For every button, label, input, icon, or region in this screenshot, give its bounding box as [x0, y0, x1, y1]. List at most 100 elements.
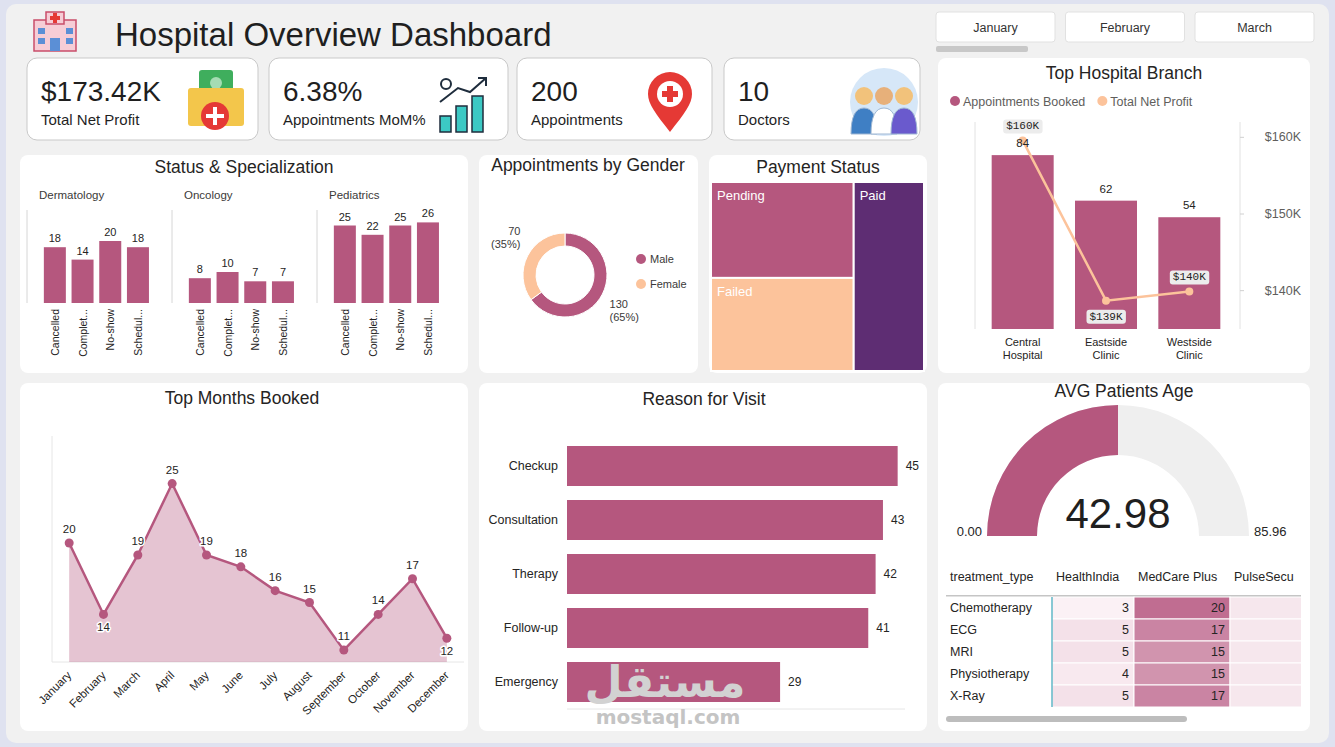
- cell: [1230, 597, 1301, 619]
- series: [65, 479, 452, 662]
- line: [1023, 140, 1190, 300]
- tick-label: Follow-up: [504, 621, 558, 635]
- marker: [442, 634, 451, 643]
- marker: [408, 574, 417, 583]
- kpi-icon: [440, 78, 486, 132]
- panel-title: Reason for Visit: [642, 389, 765, 409]
- kpi-card: [269, 58, 508, 140]
- cell: [1052, 641, 1134, 663]
- tick-label: December: [405, 669, 451, 715]
- slicer-label: February: [1100, 21, 1151, 35]
- tick-label: No-show: [104, 309, 116, 351]
- icon-part: [440, 116, 451, 132]
- bars: [992, 155, 1221, 329]
- panel: [479, 383, 927, 731]
- data-label: 62: [1100, 183, 1113, 195]
- tick-label: June: [219, 669, 245, 695]
- tick-label: Complet...: [222, 309, 234, 357]
- data-label: 22: [366, 220, 378, 232]
- data-label: 18: [234, 547, 247, 559]
- column-header: treatment_type: [950, 570, 1033, 584]
- cell: [946, 685, 1052, 707]
- kpi-label: Doctors: [738, 111, 790, 128]
- cell-text: 17: [1211, 689, 1225, 703]
- cell-text: 20: [1211, 601, 1225, 615]
- marker: [65, 539, 74, 548]
- kpi-value: 200: [531, 76, 578, 107]
- marker: [168, 479, 177, 488]
- panel: [20, 155, 468, 373]
- row-header: X-Ray: [950, 689, 985, 703]
- kpi-value: 6.38%: [283, 76, 362, 107]
- icon-part: [657, 81, 683, 107]
- label-patch: [1086, 310, 1125, 324]
- bars: [44, 241, 149, 303]
- data-label: 43: [891, 513, 905, 527]
- icon-part: [210, 77, 222, 89]
- slicer-scrollbar[interactable]: [936, 46, 1028, 52]
- bar: [389, 226, 411, 304]
- cell: [1230, 619, 1301, 641]
- tick-label: February: [67, 669, 108, 710]
- data-label: 14: [97, 621, 110, 633]
- tick-label: Cancelled: [194, 309, 206, 356]
- kpi-card: [27, 58, 258, 140]
- bar: [127, 247, 149, 303]
- marker: [202, 550, 211, 559]
- legend-label: Total Net Profit: [1110, 95, 1193, 109]
- data-label: 84: [1016, 137, 1029, 149]
- bar: [334, 226, 356, 304]
- icon-part: [850, 68, 918, 136]
- data-label: 25: [339, 211, 351, 223]
- slicer-button[interactable]: January: [936, 12, 1055, 42]
- table-scrollbar[interactable]: [946, 716, 1187, 722]
- slicer-box[interactable]: [936, 12, 1055, 42]
- data-label: 20: [63, 523, 76, 535]
- tick-mark: [1240, 214, 1244, 215]
- slicer-button[interactable]: February: [1066, 12, 1185, 42]
- cell: [1134, 597, 1230, 619]
- tick-label: 0.00: [957, 524, 982, 539]
- cell: [1230, 663, 1301, 685]
- tick-label: Consultation: [489, 513, 559, 527]
- data-label: 25: [166, 464, 179, 476]
- tick-label: April: [152, 669, 177, 694]
- label-patch: [1170, 270, 1209, 284]
- cell: [946, 641, 1052, 663]
- bar: [44, 247, 66, 303]
- icon-part: [188, 88, 244, 126]
- data-label: 14: [76, 245, 88, 257]
- text-line: Central: [1005, 336, 1040, 348]
- column-header: PulseSecu: [1234, 570, 1294, 584]
- label-patch: [1003, 119, 1042, 133]
- watermark: mostaql.com: [596, 705, 741, 729]
- slicer-box[interactable]: [1195, 12, 1314, 42]
- cell: [1052, 663, 1134, 685]
- slicer-box[interactable]: [1066, 12, 1185, 42]
- facet-label: Dermatology: [39, 189, 104, 201]
- slicer-button[interactable]: March: [1195, 12, 1314, 42]
- bars: [189, 272, 294, 303]
- slicer-label: January: [973, 21, 1018, 35]
- tick-label: Schedul...: [132, 309, 144, 356]
- icon-part: [895, 87, 913, 105]
- bars: [334, 222, 439, 303]
- icon-part: [478, 78, 486, 86]
- cell-text: 15: [1211, 645, 1225, 659]
- data-label: 25: [394, 211, 406, 223]
- panel: [709, 155, 927, 373]
- data-label-box: $140K: [1170, 270, 1209, 284]
- panel-title: Payment Status: [756, 157, 880, 177]
- marker: [99, 610, 108, 619]
- tick-label: August: [280, 668, 314, 702]
- tick-label: $160K: [1265, 130, 1302, 144]
- cell: [1134, 619, 1230, 641]
- tick-label: Complet...: [77, 309, 89, 357]
- kpi-icon: [850, 68, 918, 136]
- panel-title: Top Hospital Branch: [1046, 63, 1203, 83]
- tile: [711, 182, 854, 278]
- marker: [133, 550, 142, 559]
- row-header: Physiotherapy: [950, 667, 1030, 681]
- data-label: 16: [269, 571, 282, 583]
- data-label: 18: [132, 232, 144, 244]
